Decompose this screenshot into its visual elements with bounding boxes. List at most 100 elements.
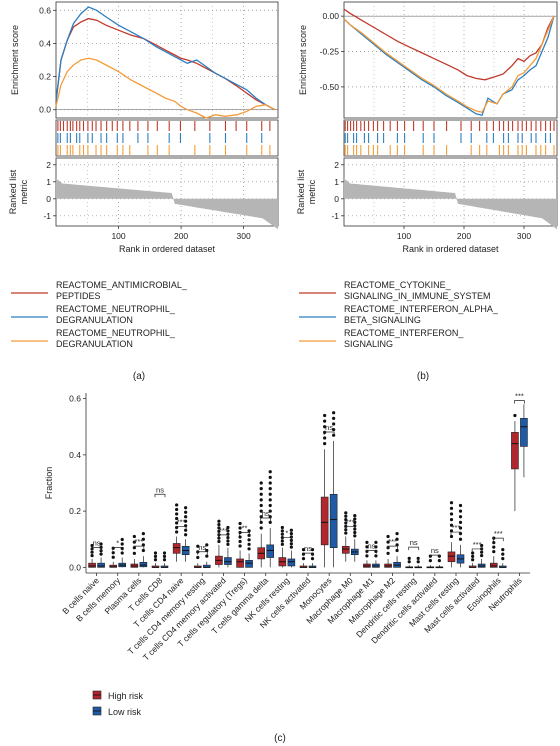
box-outlier (492, 550, 496, 554)
box-outlier (111, 551, 115, 555)
box-outlier (132, 534, 136, 539)
box-outlier (449, 534, 454, 539)
box-outlier (175, 521, 179, 525)
box-outlier (332, 433, 336, 437)
es-tick-label: 0.0 (39, 105, 51, 115)
significance-label: ns (156, 485, 164, 494)
metric-tick-label: 0 (334, 194, 339, 204)
es-tick-label: -0.25 (320, 47, 340, 57)
box-outlier (205, 554, 209, 558)
legend-label-3-line2: DEGRANULATION (56, 339, 133, 349)
box-outlier (458, 526, 463, 530)
box-outlier (344, 511, 348, 515)
box-outlier (153, 551, 158, 555)
significance-bracket (112, 547, 124, 551)
box-outlier (259, 503, 263, 508)
box-outlier (310, 548, 315, 552)
box-outlier (374, 554, 378, 558)
significance-label: * (116, 539, 119, 548)
box-outlier (259, 492, 263, 496)
box-outlier (132, 551, 136, 555)
significance-bracket (429, 554, 441, 559)
significance-bracket (323, 431, 335, 435)
box-high (320, 496, 329, 546)
box-outlier (238, 521, 242, 526)
box-high (341, 545, 350, 554)
box-outlier (226, 525, 230, 530)
es-curve-series-1 (55, 17, 276, 111)
significance-bracket (471, 548, 483, 552)
box-outlier (217, 529, 221, 533)
box-outlier (259, 509, 263, 513)
box-y-tick-label: 0.6 (69, 394, 81, 404)
x-tick-label: 300 (517, 231, 531, 241)
ranked-metric-area (344, 178, 557, 230)
box-outlier (353, 530, 357, 535)
significance-bracket (387, 545, 398, 550)
legend-label-high-risk: High risk (108, 691, 144, 701)
box-outlier (217, 539, 221, 544)
box-outlier (513, 413, 517, 418)
box-outlier (386, 534, 390, 539)
box-outlier (268, 492, 272, 496)
box-outlier (332, 416, 336, 420)
box-outlier (471, 554, 475, 559)
box-outlier (395, 548, 399, 553)
box-outlier (344, 517, 348, 522)
es-curve-series-2 (55, 6, 276, 111)
legend-label-2-line2: DEGRANULATION (56, 315, 133, 325)
significance-label: ns (198, 543, 206, 552)
box-outlier (437, 559, 441, 563)
legend-label-3: REACTOME_NEUTROPHIL_ (56, 328, 176, 338)
significance-label: *** (515, 392, 524, 401)
metric-tick-label: 2 (334, 160, 339, 170)
box-high (447, 551, 456, 563)
box-outlier (226, 529, 230, 533)
box-outlier (268, 475, 272, 479)
box-outlier (259, 487, 263, 491)
hits-frame (55, 119, 279, 157)
box-outlier (259, 526, 263, 530)
box-outlier (141, 532, 145, 536)
box-outlier (184, 506, 188, 510)
box-outlier (289, 538, 293, 542)
box-outlier (458, 509, 463, 513)
box-outlier (184, 533, 188, 537)
box-outlier (205, 548, 209, 553)
es-curve-series-3 (55, 57, 276, 119)
box-outlier (90, 543, 94, 548)
box-low (520, 418, 528, 447)
es-curve-series-2 (343, 15, 555, 116)
box-high (172, 543, 181, 554)
metric-axis-title-line2: metric (19, 179, 29, 204)
box-outlier (280, 532, 284, 536)
box-outlier (501, 557, 505, 561)
box-outlier (238, 539, 242, 544)
x-axis-title: Rank in ordered dataset (402, 244, 499, 254)
panel-c-label: (c) (274, 733, 286, 744)
box-outlier (217, 526, 221, 530)
box-outlier (289, 528, 293, 532)
box-y-tick-label: 0.4 (69, 450, 81, 460)
significance-label: *** (134, 537, 143, 546)
box-outlier (386, 551, 390, 555)
significance-bracket (366, 549, 377, 554)
box-outlier (175, 516, 179, 521)
box-outlier (90, 553, 94, 558)
box-outlier (458, 532, 463, 536)
box-outlier (153, 554, 158, 559)
es-plot-frame (55, 1, 279, 119)
box-outlier (268, 470, 272, 474)
panel-b-label: (b) (417, 371, 429, 382)
box-low (245, 560, 253, 568)
box-outlier (259, 515, 263, 519)
es-tick-label: 0.6 (39, 5, 51, 15)
box-outlier (386, 540, 390, 544)
box-high (511, 432, 519, 470)
box-outlier (395, 532, 399, 536)
box-outlier (323, 436, 327, 440)
box-outlier (153, 558, 158, 562)
significance-bracket (260, 517, 272, 521)
metric-axis-title-line1: Ranked list (8, 169, 18, 214)
box-outlier (268, 498, 272, 502)
